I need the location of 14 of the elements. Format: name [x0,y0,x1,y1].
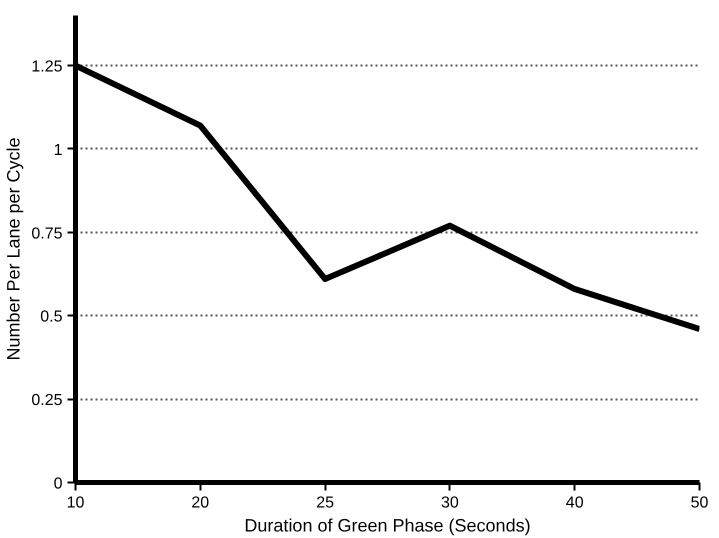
y-tick-label: 0.5 [40,308,63,326]
x-tick-label: 50 [690,494,708,512]
x-tick-label: 25 [316,494,334,512]
x-tick-label: 10 [66,494,84,512]
y-axis-title: Number Per Lane per Cycle [3,137,24,361]
x-tick-label: 40 [566,494,584,512]
y-tick-label: 0.25 [31,392,63,410]
x-axis-title: Duration of Green Phase (Seconds) [244,516,531,536]
y-tick-label: 0 [54,476,63,492]
y-tick-label: 1.25 [31,58,63,76]
x-tick-label: 20 [191,494,210,512]
x-tick-label: 30 [441,494,459,512]
y-tick-label: 1 [54,142,63,159]
y-tick-label: 0.75 [31,225,63,242]
